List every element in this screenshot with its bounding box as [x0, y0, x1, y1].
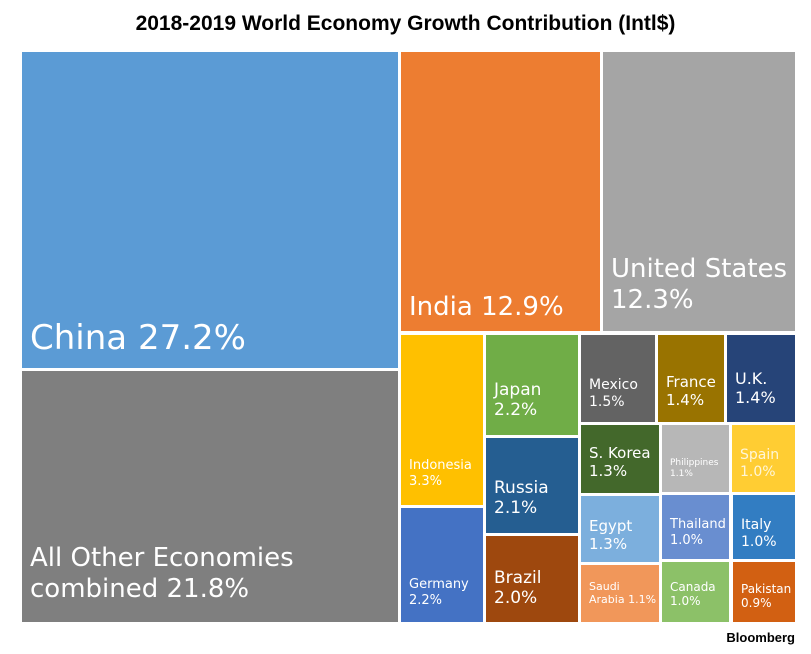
tile-label: India 12.9% — [401, 292, 600, 323]
treemap-tile-italy: Italy 1.0% — [733, 495, 795, 559]
tile-label: Germany 2.2% — [401, 577, 483, 608]
tile-value: 1.0% — [670, 532, 704, 548]
tile-name: All Other Economies combined — [30, 543, 294, 605]
tile-label: Saudi Arabia 1.1% — [581, 580, 659, 606]
tile-label: Egypt 1.3% — [581, 517, 659, 553]
tile-name: Philippines — [670, 458, 719, 468]
chart-title: 2018-2019 World Economy Growth Contribut… — [135, 12, 676, 35]
treemap-tile-brazil: Brazil 2.0% — [486, 536, 578, 622]
tile-value: 12.9% — [481, 292, 564, 322]
tile-value: 1.1% — [628, 593, 657, 607]
treemap-tile-france: France 1.4% — [658, 335, 724, 422]
tile-value: 2.0% — [494, 588, 538, 609]
tile-label: Indonesia 3.3% — [401, 458, 483, 489]
tile-name: U.K. — [735, 369, 768, 388]
tile-name: Mexico — [589, 377, 638, 393]
tile-name: Spain — [740, 447, 780, 463]
tile-name: India — [409, 292, 473, 322]
tile-value: 2.2% — [494, 400, 538, 421]
treemap-tile-saudi-arabia: Saudi Arabia 1.1% — [581, 565, 659, 622]
tile-value: 3.3% — [409, 473, 443, 489]
treemap-tile-egypt: Egypt 1.3% — [581, 496, 659, 562]
tile-name: Brazil — [494, 568, 542, 588]
tile-value: 1.1% — [670, 468, 693, 479]
tile-label: Russia 2.1% — [486, 478, 578, 519]
tile-value: 1.4% — [666, 391, 705, 409]
tile-name: Pakistan — [741, 582, 792, 596]
treemap-tile-pakistan: Pakistan 0.9% — [733, 562, 795, 622]
tile-label: France 1.4% — [658, 373, 724, 409]
treemap-tile-s-korea: S. Korea 1.3% — [581, 425, 659, 493]
treemap-tile-japan: Japan 2.2% — [486, 335, 578, 435]
treemap-tile-russia: Russia 2.1% — [486, 438, 578, 533]
tile-label: All Other Economies combined 21.8% — [22, 543, 398, 605]
tile-value: 2.2% — [409, 592, 443, 608]
treemap-tile-united-states: United States 12.3% — [603, 52, 795, 331]
tile-name: France — [666, 373, 716, 391]
tile-name: S. Korea — [589, 444, 651, 462]
tile-value: 27.2% — [137, 318, 246, 358]
tile-value: 1.0% — [740, 463, 776, 480]
tile-label: Mexico 1.5% — [581, 377, 655, 411]
tile-label: Japan 2.2% — [486, 380, 578, 421]
tile-value: 1.0% — [670, 594, 701, 609]
treemap-tile-all-other-economies-combined: All Other Economies combined 21.8% — [22, 371, 398, 622]
treemap-tile-germany: Germany 2.2% — [401, 508, 483, 622]
tile-name: Canada — [670, 580, 716, 594]
tile-label: Canada 1.0% — [662, 580, 729, 609]
treemap-tile-china: China 27.2% — [22, 52, 398, 368]
tile-name: Italy — [741, 517, 772, 533]
tile-label: China 27.2% — [22, 318, 398, 359]
tile-label: S. Korea 1.3% — [581, 444, 659, 480]
tile-label: Spain 1.0% — [732, 447, 795, 481]
tile-label: Thailand 1.0% — [662, 517, 729, 548]
treemap-tile-spain: Spain 1.0% — [732, 425, 795, 492]
treemap-tile-canada: Canada 1.0% — [662, 562, 729, 622]
tile-value: 12.3% — [611, 285, 694, 316]
tile-value: 21.8% — [166, 574, 250, 605]
tile-name: United States — [611, 254, 788, 284]
tile-name: Saudi Arabia — [589, 580, 625, 607]
tile-name: Germany — [409, 577, 469, 592]
tile-value: 1.3% — [589, 535, 628, 553]
tile-label: Philippines 1.1% — [662, 458, 729, 480]
treemap-tile-mexico: Mexico 1.5% — [581, 335, 655, 422]
treemap-tile-thailand: Thailand 1.0% — [662, 495, 729, 559]
tile-value: 0.9% — [741, 596, 772, 611]
treemap-tile-u-k: U.K. 1.4% — [727, 335, 795, 422]
tile-name: Russia — [494, 478, 549, 498]
tile-name: Thailand — [670, 517, 726, 532]
tile-label: United States 12.3% — [603, 254, 795, 316]
tile-value: 1.4% — [735, 388, 776, 408]
tile-label: Brazil 2.0% — [486, 568, 578, 609]
treemap-tile-india: India 12.9% — [401, 52, 600, 331]
tile-name: Japan — [494, 380, 542, 400]
tile-value: 1.0% — [741, 533, 777, 550]
tile-value: 1.5% — [589, 393, 625, 410]
tile-name: Indonesia — [409, 458, 472, 473]
tile-label: Italy 1.0% — [733, 517, 795, 551]
tile-label: U.K. 1.4% — [727, 369, 795, 407]
source-label: Bloomberg — [726, 630, 795, 645]
tile-label: Pakistan 0.9% — [733, 582, 795, 611]
treemap-tile-indonesia: Indonesia 3.3% — [401, 335, 483, 505]
tile-value: 2.1% — [494, 498, 538, 519]
tile-name: China — [30, 318, 128, 358]
treemap-tile-philippines: Philippines 1.1% — [662, 425, 729, 492]
tile-value: 1.3% — [589, 462, 628, 480]
tile-name: Egypt — [589, 517, 633, 535]
